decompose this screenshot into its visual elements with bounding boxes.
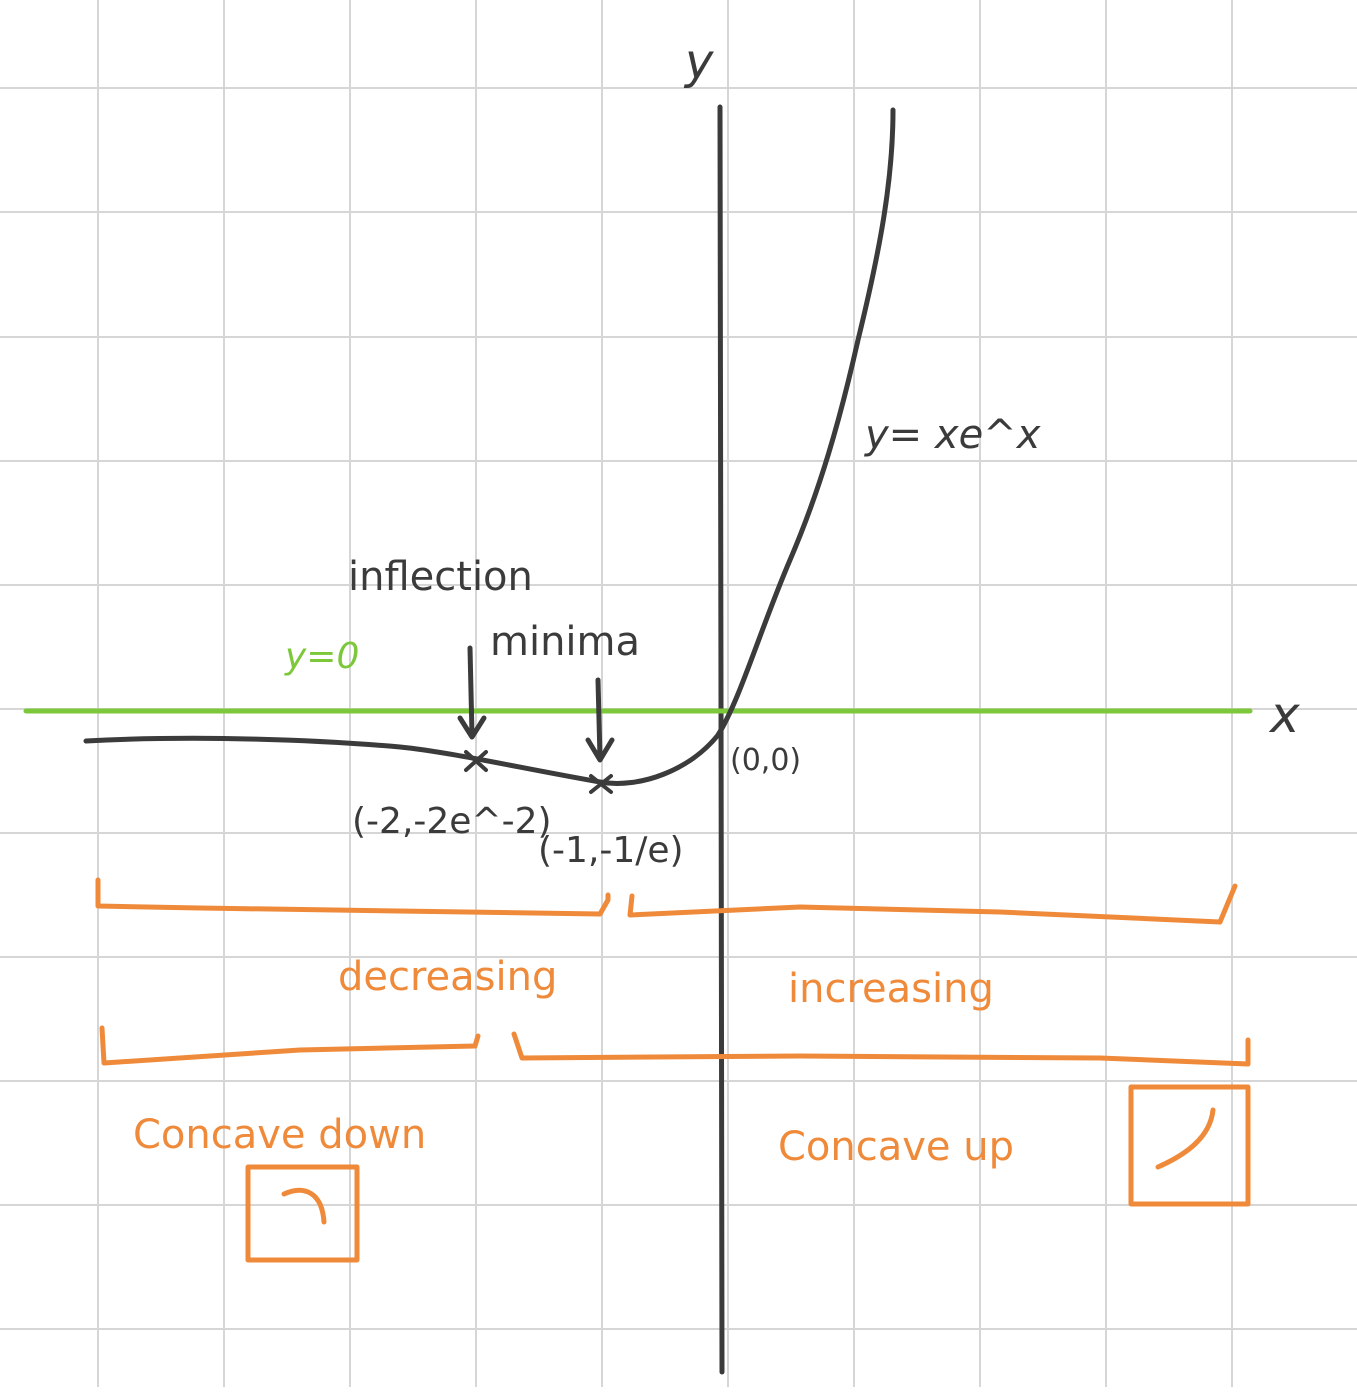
decreasing-label: decreasing [338, 954, 557, 1000]
inflection-arrow [457, 645, 487, 740]
concave-down-bracket [99, 1025, 481, 1066]
inflection-coords: (-2,-2e^-2) [352, 801, 552, 842]
increasing-bracket [627, 883, 1238, 925]
minima-label: minima [490, 619, 640, 665]
origin-label: (0,0) [730, 743, 801, 778]
decreasing-bracket [95, 877, 611, 917]
function-label: y= xe^x [864, 412, 1041, 458]
minima-arrow [585, 677, 615, 763]
zero-line-label: y=0 [284, 636, 359, 677]
y-axis-label: y [683, 34, 714, 90]
concave-up-label: Concave up [778, 1124, 1014, 1170]
concave-up-bracket [511, 1031, 1251, 1067]
minimum-coords: (-1,-1/e) [538, 830, 684, 871]
concave-up-icon [1128, 1084, 1251, 1207]
concave-down-label: Concave down [133, 1112, 426, 1158]
inflection-label: inflection [348, 554, 533, 600]
y-axis [717, 104, 725, 1375]
increasing-label: increasing [788, 966, 994, 1012]
x-axis-label: x [1268, 686, 1300, 744]
function-curve [83, 107, 896, 786]
concave-down-icon [245, 1164, 360, 1263]
minimum-marker [589, 774, 613, 794]
inflection-marker [464, 750, 488, 772]
